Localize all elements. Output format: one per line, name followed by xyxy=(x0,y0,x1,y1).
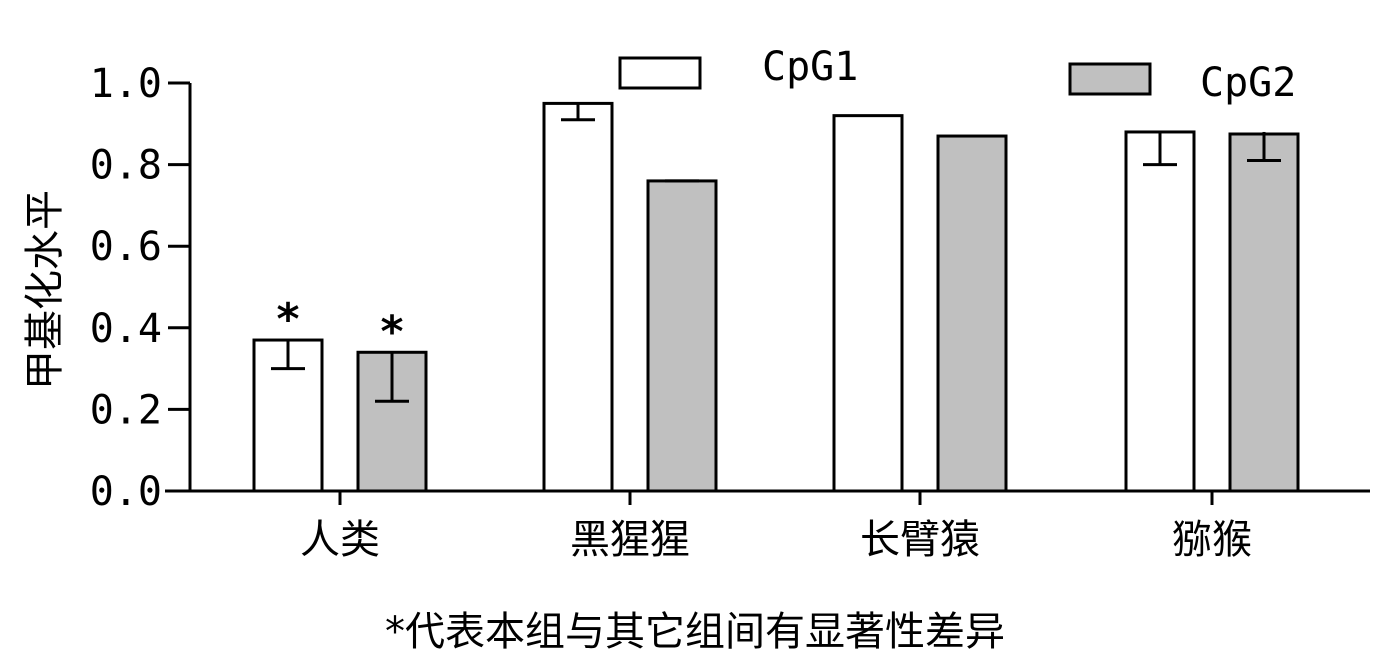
legend-label-cpg1: CpG1 xyxy=(762,44,858,90)
y-tick-label: 0.0 xyxy=(90,469,162,515)
bar-cpg1 xyxy=(832,114,904,493)
legend-swatch-cpg1 xyxy=(618,56,702,90)
error-bars xyxy=(271,103,1281,403)
bar-cpg1 xyxy=(542,101,614,493)
category-label: 黑猩猩 xyxy=(570,517,690,563)
y-tick-label: 0.2 xyxy=(90,387,162,433)
y-axis-label: 甲基化水平 xyxy=(22,190,68,390)
category-label: 人类 xyxy=(300,517,380,563)
y-tick-label: 0.4 xyxy=(90,306,162,352)
footnote: *代表本组与其它组间有显著性差异 xyxy=(385,609,1005,655)
legend-swatch-cpg2 xyxy=(1068,62,1152,96)
y-tick-label: 1.0 xyxy=(90,61,162,107)
bar-cpg2 xyxy=(936,134,1008,493)
y-tick-label: 0.8 xyxy=(90,143,162,189)
bar-cpg1 xyxy=(1124,130,1196,493)
legend: CpG1 CpG2 xyxy=(618,44,1296,106)
category-label: 猕猴 xyxy=(1172,517,1252,563)
bar-cpg2 xyxy=(1228,132,1300,493)
category-label: 长臂猿 xyxy=(860,517,980,563)
bar-cpg2 xyxy=(646,179,718,493)
bars xyxy=(252,101,1300,493)
significance-mark: * xyxy=(276,294,299,345)
labels: 0.0 0.2 0.4 0.6 0.8 1.0 人类 黑猩猩 长臂猿 猕猴 * * xyxy=(90,61,1252,563)
significance-mark: * xyxy=(380,306,403,357)
y-tick-label: 0.6 xyxy=(90,224,162,270)
legend-label-cpg2: CpG2 xyxy=(1200,60,1296,106)
